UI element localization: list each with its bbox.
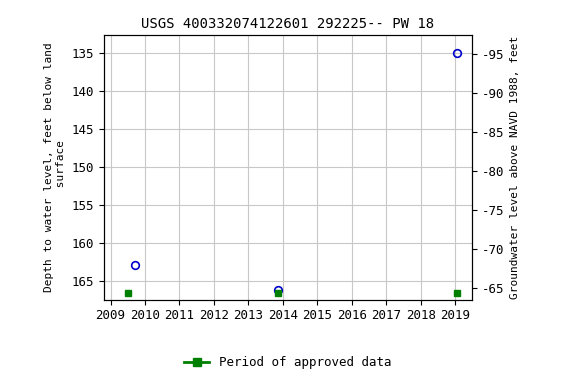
Legend: Period of approved data: Period of approved data: [179, 351, 397, 374]
Title: USGS 400332074122601 292225-- PW 18: USGS 400332074122601 292225-- PW 18: [142, 17, 434, 31]
Y-axis label: Groundwater level above NAVD 1988, feet: Groundwater level above NAVD 1988, feet: [510, 35, 520, 299]
Y-axis label: Depth to water level, feet below land
 surface: Depth to water level, feet below land su…: [44, 42, 66, 292]
